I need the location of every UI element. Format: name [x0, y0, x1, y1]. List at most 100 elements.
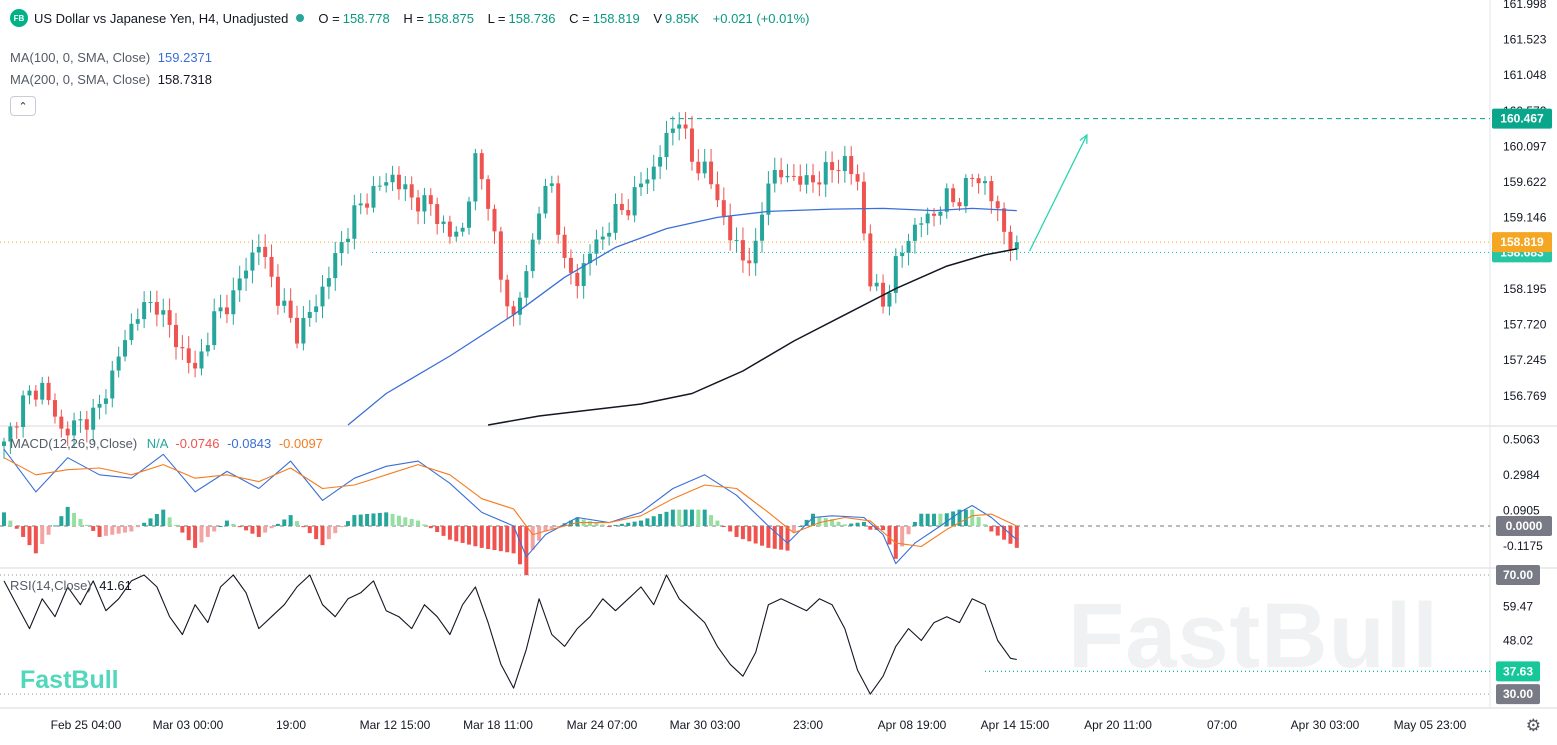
candle-body	[562, 234, 567, 258]
macd-histogram-bar	[295, 521, 300, 527]
candle-body	[938, 211, 943, 216]
macd-histogram-bar	[422, 524, 427, 527]
volume-value: 9.85K	[665, 10, 700, 26]
candle-body	[97, 403, 102, 408]
candle-body	[982, 181, 987, 184]
candle-body	[632, 187, 637, 216]
candle-body	[231, 290, 236, 315]
candle-body	[110, 370, 115, 399]
macd-label: MACD(12,26,9,Close)	[10, 436, 138, 451]
candle-body	[352, 205, 357, 239]
macd-histogram-bar	[830, 519, 835, 527]
candle-body	[275, 276, 280, 306]
candle-body	[65, 428, 70, 436]
macd-signal-line	[3, 457, 1018, 548]
macd-histogram-bar	[237, 526, 242, 528]
candle-body	[244, 270, 249, 279]
chart-title[interactable]: US Dollar vs Japanese Yen, H4, Unadjuste…	[34, 10, 289, 26]
candle-body	[212, 311, 217, 346]
candle-body	[849, 156, 854, 175]
candle-body	[517, 297, 522, 315]
candle-body	[549, 183, 554, 186]
projection-arrow-line	[1028, 134, 1088, 252]
macd-histogram-bar	[91, 526, 96, 531]
candle-body	[167, 310, 172, 325]
candle-body	[944, 188, 949, 212]
candle-body	[416, 197, 421, 212]
settings-gear-icon[interactable]: ⚙	[1525, 716, 1541, 735]
collapse-legend-button[interactable]: ⌃	[10, 96, 36, 116]
candle-body	[721, 200, 726, 217]
macd-histogram-bar	[817, 516, 822, 527]
price-axis-label: 157.720	[1503, 318, 1547, 332]
macd-histogram-bar	[186, 526, 191, 541]
macd-histogram-bar	[524, 526, 529, 576]
candle-body	[154, 302, 159, 315]
rsi-axis-label: 48.02	[1503, 633, 1533, 647]
candle-body	[709, 161, 714, 185]
macd-histogram-bar	[568, 520, 573, 527]
macd-histogram-bar	[40, 526, 45, 545]
price-axis-label: 161.523	[1503, 33, 1547, 47]
macd-histogram-bar	[517, 526, 522, 565]
macd-histogram-bar	[116, 526, 121, 534]
macd-histogram-bar	[944, 513, 949, 527]
candle-body	[320, 286, 325, 307]
price-axis-label: 161.998	[1503, 0, 1547, 11]
macd-histogram-bar	[651, 516, 656, 527]
macd-histogram-bar	[358, 514, 363, 527]
candle-body	[664, 132, 669, 158]
macd-histogram-bar	[307, 526, 312, 534]
macd-histogram-bar	[823, 518, 828, 527]
time-axis-label: Mar 12 15:00	[360, 718, 431, 732]
price-axis-label: 157.245	[1503, 353, 1547, 367]
macd-histogram-bar	[588, 521, 593, 527]
candle-body	[307, 311, 312, 319]
macd-histogram-bar	[626, 522, 631, 527]
macd-histogram-bar	[982, 524, 987, 527]
candle-body	[193, 362, 198, 369]
macd-histogram-bar	[282, 519, 287, 527]
rsi-legend[interactable]: RSI(14,Close) 41.61	[10, 578, 132, 593]
candle-body	[772, 169, 777, 184]
macd-histogram-bar	[384, 512, 389, 527]
candle-body	[103, 398, 108, 404]
candle-body	[645, 179, 650, 184]
macd-histogram-bar	[970, 509, 975, 527]
ma100-legend[interactable]: MA(100, 0, SMA, Close) 159.2371	[10, 50, 212, 65]
macd-histogram-bar	[27, 526, 32, 546]
candle-body	[288, 300, 293, 318]
ma200-legend[interactable]: MA(200, 0, SMA, Close) 158.7318	[10, 72, 212, 87]
macd-histogram-bar	[505, 526, 510, 553]
macd-histogram-bar	[976, 516, 981, 527]
candle-body	[912, 224, 917, 241]
candle-body	[702, 161, 707, 174]
candle-body	[766, 183, 771, 215]
candle-body	[568, 257, 573, 273]
macd-histogram-bar	[511, 526, 516, 554]
macd-histogram-bar	[613, 524, 618, 527]
ma100-line	[347, 207, 1017, 426]
macd-histogram-bar	[600, 524, 605, 527]
macd-histogram-bar	[594, 522, 599, 527]
macd-histogram-bar	[575, 517, 580, 527]
macd-histogram-bar	[345, 521, 350, 527]
candle-body	[59, 416, 64, 429]
candle-body	[345, 238, 350, 243]
candle-body	[161, 310, 166, 315]
macd-histogram-bar	[1002, 526, 1007, 540]
macd-value-3: -0.0097	[278, 436, 323, 451]
macd-histogram-bar	[301, 526, 306, 528]
price-axis-label: 158.195	[1503, 282, 1547, 296]
macd-histogram-bar	[135, 526, 140, 528]
macd-legend[interactable]: MACD(12,26,9,Close) N/A -0.0746 -0.0843 …	[10, 436, 323, 451]
macd-histogram-bar	[728, 526, 733, 532]
rsi-axis-label: 59.47	[1503, 599, 1533, 613]
candle-body	[428, 195, 433, 205]
candle-body	[27, 390, 32, 396]
macd-histogram-bar	[199, 526, 204, 543]
macd-histogram-bar	[721, 526, 726, 528]
macd-histogram-bar	[441, 526, 446, 536]
macd-histogram-bar	[428, 526, 433, 529]
